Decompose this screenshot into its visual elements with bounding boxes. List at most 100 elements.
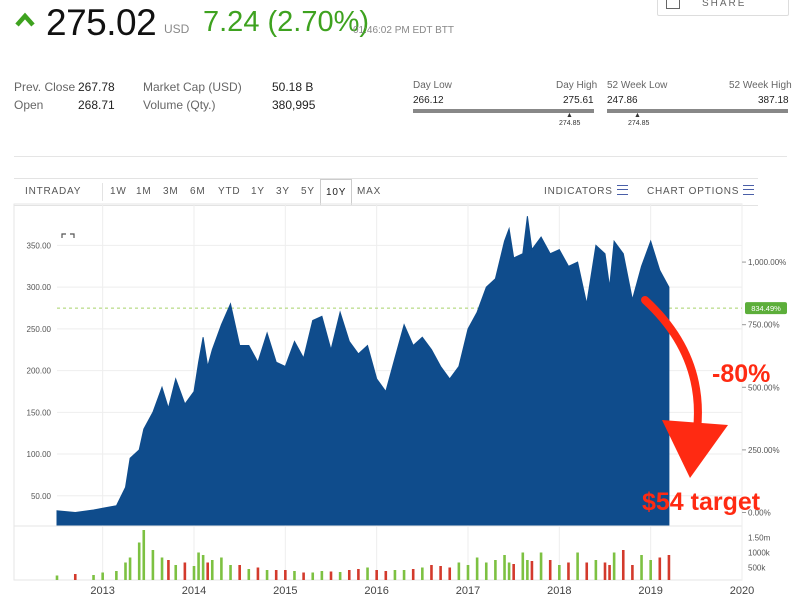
volume-bar xyxy=(284,570,287,580)
currency-label: USD xyxy=(164,22,190,36)
chart-toolbar: INTRADAY 1W 1M 3M 6M YTD 1Y 3Y 5Y 10Y MA… xyxy=(14,178,758,206)
quote-timestamp: 01:46:02 PM EDT BTT xyxy=(353,25,454,36)
down-arrow-icon xyxy=(641,296,702,434)
x-tick-label: 2018 xyxy=(547,585,571,597)
range-ytd[interactable]: YTD xyxy=(218,186,241,197)
volume-bar xyxy=(197,552,200,580)
expand-icon xyxy=(61,233,75,238)
y-right-tick-label: 750.00% xyxy=(748,321,780,330)
x-tick-label: 2014 xyxy=(182,585,206,597)
volume-bar xyxy=(594,560,598,580)
share-icon xyxy=(666,0,680,9)
chart-options-label: CHART OPTIONS xyxy=(647,186,740,197)
toolbar-divider xyxy=(102,183,103,201)
x-tick-label: 2015 xyxy=(273,585,297,597)
menu-icon xyxy=(743,185,755,195)
y-right-tick-label: 250.00% xyxy=(748,446,780,455)
y-right-tick-label: 500.00% xyxy=(748,383,780,392)
indicators-button[interactable]: INDICATORS xyxy=(544,179,628,205)
volume-bar xyxy=(457,562,461,580)
range-10y[interactable]: 10Y xyxy=(320,179,353,205)
volume-bar xyxy=(167,560,170,580)
range-1m[interactable]: 1M xyxy=(136,186,152,197)
y-right-tick-label: 1,000.00% xyxy=(748,258,786,267)
volume-tick-label: 1000k xyxy=(748,549,771,558)
week52-range-bar xyxy=(607,109,788,113)
volume-bar xyxy=(220,557,223,580)
volume-bar xyxy=(229,565,232,580)
day-range-bar xyxy=(413,109,594,113)
stat-value: 50.18 B xyxy=(272,80,314,94)
volume-bar xyxy=(384,571,388,580)
volume-bar xyxy=(503,555,506,580)
reference-badge xyxy=(745,302,787,315)
volume-bars xyxy=(55,530,671,580)
week52-low-value: 247.86 xyxy=(607,95,638,106)
volume-bar xyxy=(210,560,214,580)
volume-bar xyxy=(530,561,534,580)
volume-bar xyxy=(142,530,146,580)
y-tick-label: 100.00 xyxy=(27,450,52,459)
volume-tick-label: 1.50m xyxy=(748,534,771,543)
range-6m[interactable]: 6M xyxy=(190,186,206,197)
volume-bar xyxy=(137,542,141,580)
stat-label: Volume (Qty.) xyxy=(143,98,216,112)
share-button[interactable]: SHARE xyxy=(657,0,789,16)
week52-marker-value: 274.85 xyxy=(628,120,650,127)
arrow-head-icon xyxy=(662,420,728,478)
range-intraday[interactable]: INTRADAY xyxy=(25,186,82,197)
day-range-marker-value: 274.85 xyxy=(559,120,581,127)
volume-bar xyxy=(448,567,452,580)
volume-bar xyxy=(124,562,127,580)
range-3m[interactable]: 3M xyxy=(163,186,179,197)
volume-bar xyxy=(247,569,251,580)
x-tick-label: 2013 xyxy=(90,585,114,597)
chart-options-button[interactable]: CHART OPTIONS xyxy=(647,179,755,205)
volume-bar xyxy=(115,571,118,580)
volume-bar xyxy=(667,555,671,580)
volume-bar xyxy=(494,560,497,580)
volume-bar xyxy=(128,557,132,580)
volume-bar xyxy=(311,572,315,580)
x-tick-label: 2020 xyxy=(730,585,754,597)
range-5y[interactable]: 5Y xyxy=(301,186,315,197)
stat-value: 380,995 xyxy=(272,98,316,112)
volume-bar xyxy=(92,575,95,580)
volume-bar xyxy=(55,575,59,580)
price-change: 7.24 (2.70%) xyxy=(203,6,370,38)
y-tick-label: 150.00 xyxy=(27,408,52,417)
volume-bar xyxy=(357,569,360,580)
volume-bar xyxy=(329,571,333,580)
volume-bar xyxy=(548,560,552,580)
volume-bar xyxy=(612,552,616,580)
range-1w[interactable]: 1W xyxy=(110,186,127,197)
volume-bar xyxy=(302,572,305,580)
x-tick-label: 2019 xyxy=(638,585,662,597)
volume-bar xyxy=(484,562,488,580)
volume-bar xyxy=(585,562,589,580)
week52-low-label: 52 Week Low xyxy=(607,80,668,91)
stat-value: 267.78 xyxy=(78,80,115,94)
volume-bar xyxy=(439,566,442,580)
volume-bar xyxy=(265,570,269,580)
volume-bar xyxy=(274,570,278,580)
range-3y[interactable]: 3Y xyxy=(276,186,290,197)
volume-bar xyxy=(375,570,378,580)
volume-bar xyxy=(201,555,205,580)
volume-bar xyxy=(101,572,104,580)
day-low-label: Day Low xyxy=(413,80,452,91)
price-area xyxy=(56,216,670,526)
range-1y[interactable]: 1Y xyxy=(251,186,265,197)
y-tick-label: 50.00 xyxy=(31,492,52,501)
volume-bar xyxy=(338,572,342,580)
volume-bar xyxy=(539,552,543,580)
volume-bar xyxy=(603,562,607,580)
annotation: -80% $54 target xyxy=(641,296,770,516)
volume-bar xyxy=(160,557,164,580)
range-max[interactable]: MAX xyxy=(357,186,382,197)
volume-bar xyxy=(411,569,415,580)
volume-bar xyxy=(238,565,241,580)
annotation-percent: -80% xyxy=(712,360,770,388)
volume-bar xyxy=(658,557,662,580)
